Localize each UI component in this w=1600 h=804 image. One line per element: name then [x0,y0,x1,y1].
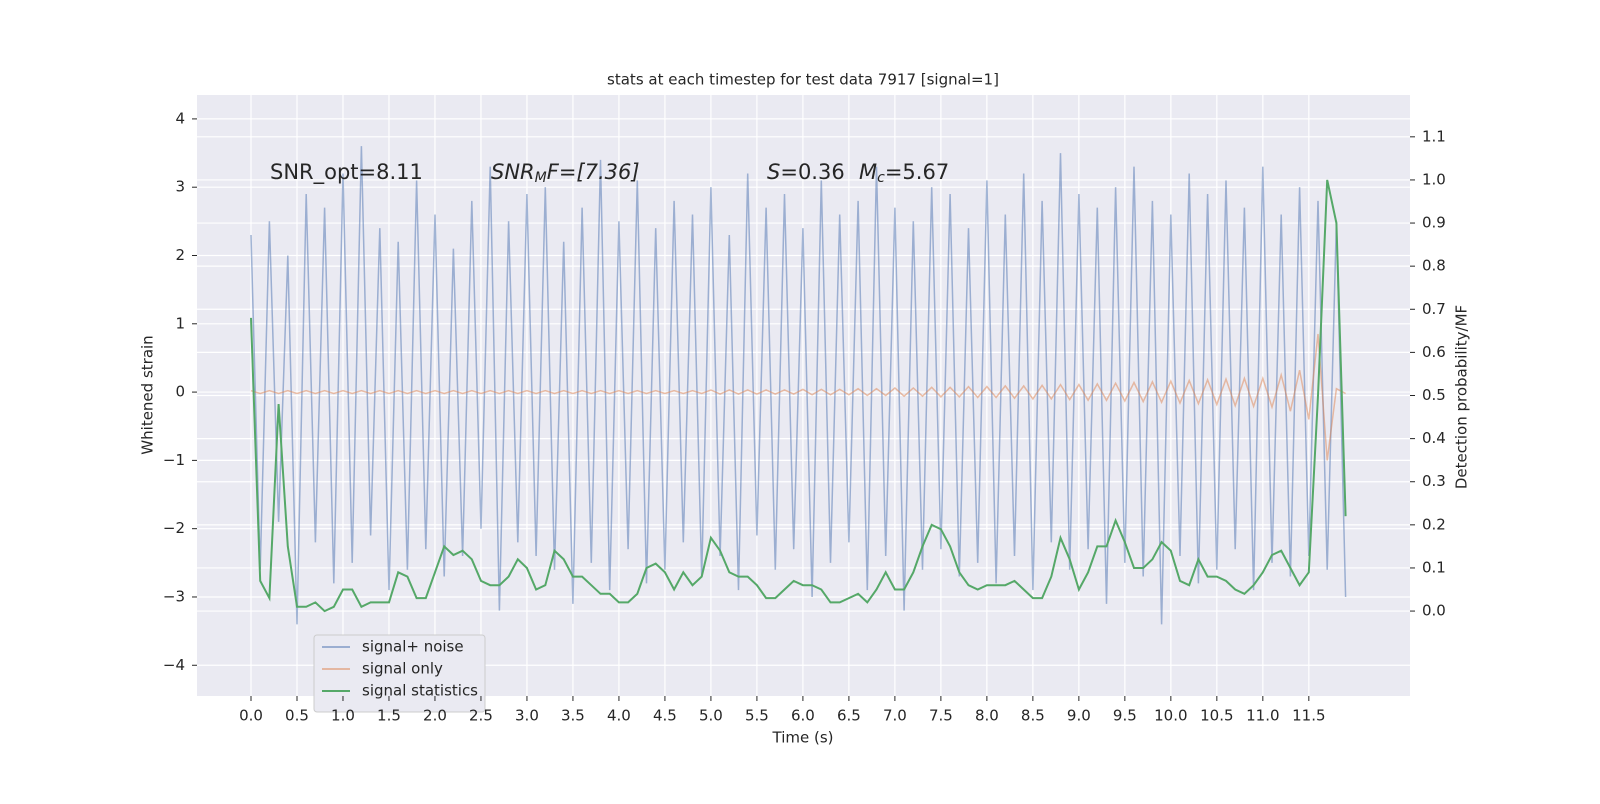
x-tick-label: 9.0 [1067,707,1091,725]
y-tick-label: 4 [175,109,185,127]
y-axis-label: Whitened strain [139,335,157,454]
x-tick-label: 9.5 [1113,707,1137,725]
x-tick-label: 2.0 [423,707,447,725]
x-tick-label: 10.0 [1154,707,1187,725]
x-tick-label: 4.5 [653,707,677,725]
x-tick-label: 5.5 [745,707,769,725]
legend-box [313,634,486,713]
y2-tick-label: 0.3 [1422,472,1446,490]
y2-tick-label: 0.1 [1422,558,1446,576]
y-tick-label: 2 [175,246,185,264]
annotation-part: M [535,170,547,186]
y2-tick-label: 1.0 [1422,170,1446,188]
x-tick-label: 3.5 [561,707,585,725]
y-tick-label: 1 [175,314,185,332]
x-tick-label: 5.0 [699,707,723,725]
legend: signal+ noise signal only signal statistic… [313,634,486,713]
x-tick-label: 6.5 [837,707,861,725]
y-tick-label: 0 [175,383,185,401]
x-tick-label: 6.0 [791,707,815,725]
annotation-part: M [859,160,877,184]
x-tick-label: 8.0 [975,707,999,725]
x-tick-label: 8.5 [1021,707,1045,725]
y2-tick-label: 0.9 [1422,214,1446,232]
y-tick-label: −4 [163,656,185,674]
y2-tick-label: 0.5 [1422,386,1446,404]
x-axis-label: Time (s) [772,729,834,747]
x-tick-label: 1.0 [331,707,355,725]
annotation-part: =0.36 [780,160,844,184]
annotation: SNR_opt=8.11 [270,160,423,185]
y2-tick-label: 0.0 [1422,602,1446,620]
annotation-part: F=[7.36] [547,160,640,184]
legend-label: signal statistics [362,682,478,700]
y2-tick-label: 1.1 [1422,127,1446,145]
series-line [250,146,1347,625]
y2-tick-label: 0.2 [1422,515,1446,533]
x-tick-label: 11.0 [1246,707,1279,725]
y2-tick-label: 0.6 [1422,343,1446,361]
legend-label: signal only [362,660,443,678]
annotation: SNRMF=[7.36] [491,160,640,186]
chart-title: stats at each timestep for test data 791… [607,71,999,89]
x-tick-label: 11.5 [1292,707,1325,725]
y-tick-label: −3 [163,587,185,605]
series-line [250,179,1347,613]
legend-label: signal+ noise [362,638,464,656]
y-tick-label: −2 [163,519,185,537]
annotation-part: c [877,170,885,186]
annotation-part: S [767,160,780,184]
annotation-part: SNR [491,160,535,184]
annotation-part: =5.67 [885,160,949,184]
y2-tick-label: 0.4 [1422,429,1446,447]
x-tick-label: 4.0 [607,707,631,725]
annotation: S=0.36 [767,160,845,184]
x-tick-label: 1.5 [377,707,401,725]
x-tick-label: 3.0 [515,707,539,725]
x-tick-label: 2.5 [469,707,493,725]
series-line [250,333,1346,461]
y2-axis-label: Detection probability/MF [1453,305,1471,489]
x-tick-label: 10.5 [1200,707,1233,725]
x-tick-label: 0.5 [285,707,309,725]
x-tick-label: 7.5 [929,707,953,725]
y2-tick-label: 0.7 [1422,300,1446,318]
y-tick-label: 3 [175,178,185,196]
marks [250,146,1347,625]
y-tick-label: −1 [163,451,185,469]
x-tick-label: 0.0 [239,707,263,725]
y2-tick-label: 0.8 [1422,257,1446,275]
annotation: Mc=5.67 [859,160,949,186]
x-tick-label: 7.0 [883,707,907,725]
